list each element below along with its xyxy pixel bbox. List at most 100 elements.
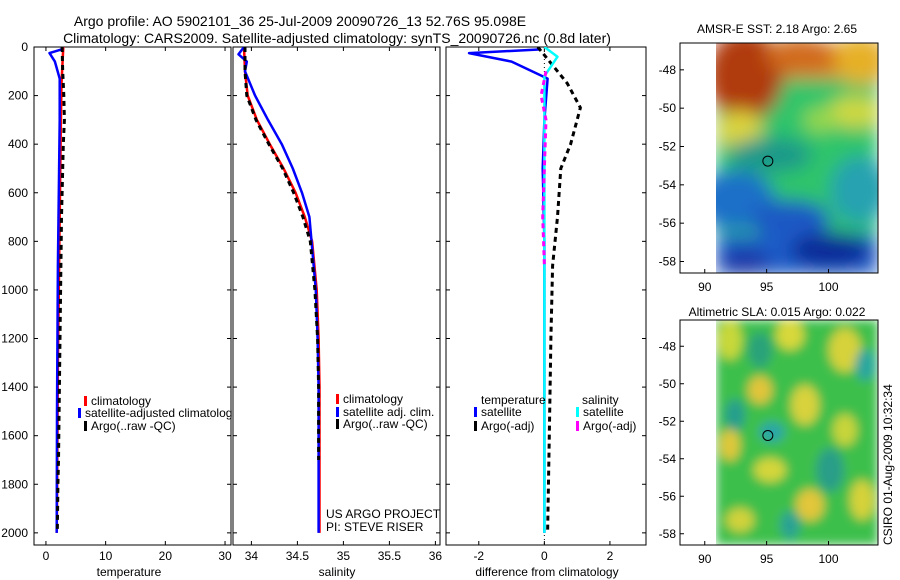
- sla-yellow-7: [720, 429, 740, 461]
- sla-map-ticks: 90 95 100 -48 -50 -52 -54 -56 -58: [659, 339, 839, 566]
- map-y-tick-label: -52: [659, 414, 677, 428]
- sla-argo-position-marker: [762, 430, 774, 441]
- y-tick-label: 2000: [1, 526, 28, 540]
- difference-x-axis-label: difference from climatology: [475, 565, 618, 579]
- sst-yellow-patch-east: [829, 96, 878, 128]
- legend-label-satellite-adj: satellite adj. clim.: [343, 405, 434, 419]
- sla-map-title: Altimetric SLA: 0.015 Argo: 0.022: [689, 305, 866, 319]
- legend-swatch-argo: [84, 421, 87, 431]
- legend-swatch-salinity-argo: [576, 421, 579, 431]
- map-y-tick-label: -54: [659, 178, 677, 192]
- legend-swatch-climatology: [336, 394, 339, 404]
- legend-swatch-argo: [336, 419, 339, 429]
- sla-map-empty-west: [680, 320, 716, 545]
- legend-label-satellite-adjusted: satellite-adjusted climatology: [85, 406, 238, 420]
- x-tick-label: 34: [245, 549, 259, 563]
- sla-yellow-8: [754, 458, 786, 482]
- temperature-plot-frame: [33, 46, 232, 546]
- map-y-tick-label: -48: [659, 339, 677, 353]
- series-line-salinity-argo-adj-: [539, 71, 548, 266]
- sst-warm-core-east: [835, 43, 878, 85]
- sla-heatmap-field: [716, 320, 878, 545]
- y-tick-label: 400: [8, 137, 28, 151]
- y-tick-label: 1600: [1, 429, 28, 443]
- difference-ticks: -2 0 2: [446, 46, 646, 563]
- project-annotation: US ARGO PROJECT: [326, 507, 441, 521]
- map-x-tick-label: 100: [818, 280, 838, 294]
- sla-yellow-11: [726, 508, 754, 532]
- legend-header-salinity: salinity: [582, 393, 619, 407]
- map-x-tick-label: 90: [698, 552, 712, 566]
- series-line-argo-raw-qc-: [243, 47, 321, 460]
- series-line-salinity-satellite: [543, 47, 559, 533]
- sla-yellow-4: [748, 376, 772, 404]
- legend-swatch-temperature-satellite: [474, 407, 477, 417]
- legend-swatch-salinity-satellite: [576, 407, 579, 417]
- temperature-series: [48, 47, 66, 533]
- x-tick-label: 2: [607, 549, 614, 563]
- salinity-panel: 34 34.5 35 35.5 36 climatology satellite adj…: [232, 46, 442, 579]
- y-tick-label: 600: [8, 186, 28, 200]
- map-y-tick-label: -58: [659, 527, 677, 541]
- legend-label-salinity-satellite: satellite: [583, 405, 624, 419]
- temperature-panel: 0 10 20 30 0 200 400 600 800 1000 1200 1400 1600 1800…: [1, 40, 238, 579]
- sla-yellow-10: [850, 480, 874, 520]
- footer-timestamp: CSIRO 01-Aug-2009 10:32:34: [881, 384, 895, 545]
- salinity-plot-frame: [232, 46, 441, 546]
- sst-warm-core-center: [765, 43, 835, 73]
- temperature-x-axis-label: temperature: [97, 565, 162, 579]
- figure-title-line1: Argo profile: AO 5902101_36 25-Jul-2009 …: [74, 13, 526, 29]
- legend-swatch-satellite-adjusted: [78, 408, 81, 418]
- legend-swatch-temperature-argo: [474, 421, 477, 431]
- salinity-ticks: 34 34.5 35 35.5 36: [233, 46, 442, 563]
- sla-cyan-6: [780, 511, 800, 539]
- sst-warm-core-west: [707, 43, 783, 120]
- x-tick-label: 0: [43, 549, 50, 563]
- sla-yellow-5: [791, 385, 819, 425]
- difference-plot-frame: [445, 46, 647, 546]
- map-y-tick-label: -56: [659, 216, 677, 230]
- sla-map-border: [679, 319, 879, 546]
- difference-series: [467, 47, 582, 545]
- sst-lime-patch: [804, 108, 836, 132]
- legend-label-climatology: climatology: [91, 394, 151, 408]
- sla-cyan-5: [816, 448, 844, 492]
- map-x-tick-label: 95: [760, 552, 774, 566]
- sst-map-border: [679, 42, 879, 274]
- legend-label-temperature-argo: Argo(-adj): [481, 419, 534, 433]
- y-tick-label: 1400: [1, 380, 28, 394]
- legend-label-salinity-argo: Argo(-adj): [583, 419, 636, 433]
- sla-yellow-9: [796, 489, 824, 521]
- difference-panel: -2 0 2 temperature salinity satellite Argo…: [445, 46, 647, 579]
- y-tick-label: 1000: [1, 283, 28, 297]
- y-tick-label: 1200: [1, 332, 28, 346]
- x-tick-label: 34.5: [286, 549, 310, 563]
- y-tick-label: 200: [8, 89, 28, 103]
- sst-map-empty-west: [680, 43, 716, 273]
- legend-label-climatology: climatology: [343, 392, 403, 406]
- y-tick-label: 1800: [1, 477, 28, 491]
- sla-cyan-1: [748, 332, 772, 368]
- map-y-tick-label: -56: [659, 489, 677, 503]
- sst-cold-core-west: [720, 248, 770, 273]
- temperature-legend: climatology satellite-adjusted climatolo…: [78, 394, 238, 433]
- x-tick-label: 30: [218, 549, 232, 563]
- sst-teal-patch-east: [830, 156, 878, 224]
- salinity-legend: climatology satellite adj. clim. Argo(..…: [336, 392, 434, 431]
- x-tick-label: 35.5: [378, 549, 402, 563]
- map-y-tick-label: -58: [659, 255, 677, 269]
- map-y-tick-label: -50: [659, 377, 677, 391]
- map-y-tick-label: -52: [659, 140, 677, 154]
- x-tick-label: 10: [99, 549, 113, 563]
- legend-label-argo: Argo(..raw -QC): [343, 417, 428, 431]
- sst-map-panel: AMSR-E SST: 2.18 Argo: 2.65: [659, 22, 879, 294]
- sla-map-panel: Altimetric SLA: 0.015 Argo: 0.022: [659, 305, 879, 566]
- y-tick-label: 800: [8, 234, 28, 248]
- x-tick-label: 0: [541, 549, 548, 563]
- legend-swatch-climatology: [84, 396, 87, 406]
- legend-label-argo: Argo(..raw -QC): [91, 419, 176, 433]
- map-y-tick-label: -50: [659, 101, 677, 115]
- series-line-temperature-argo-adj-: [536, 47, 582, 533]
- sla-cyan-2: [855, 349, 875, 381]
